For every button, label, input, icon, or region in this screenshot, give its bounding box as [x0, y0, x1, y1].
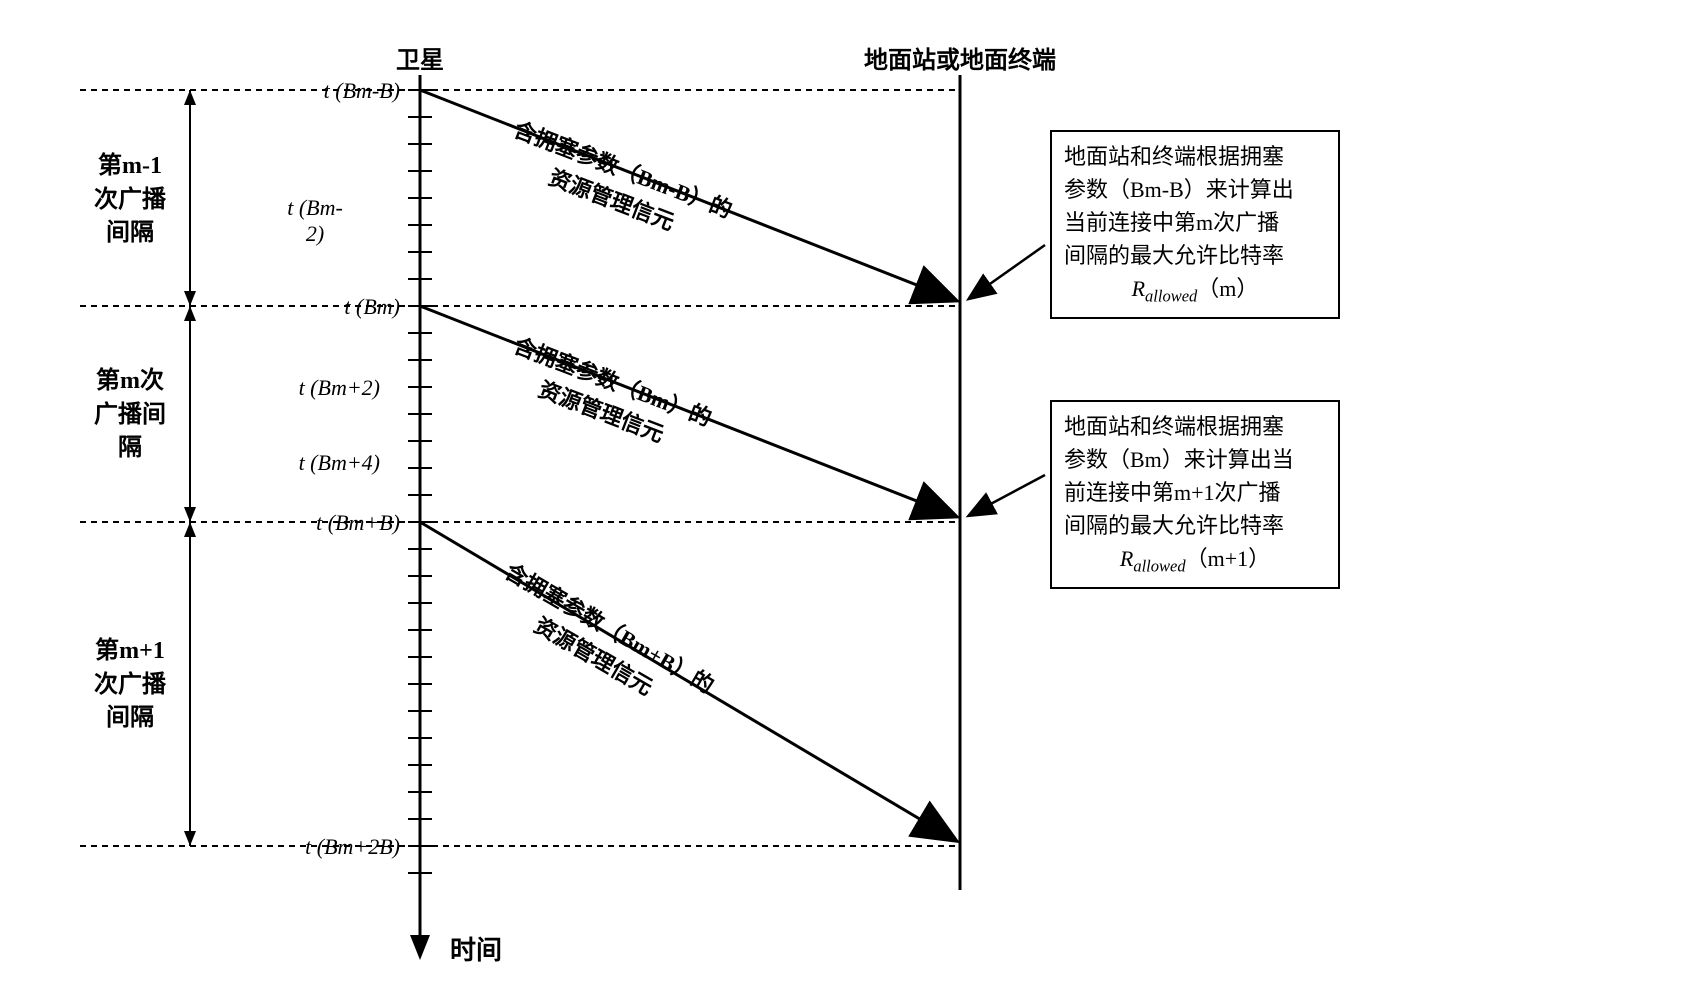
label-text: 次广播	[94, 187, 166, 213]
box-text: 当前连接中第m次广播	[1064, 210, 1279, 235]
label-text: t (Bm-	[287, 195, 343, 220]
box-text: 参数（Bm-B）来计算出	[1064, 177, 1294, 202]
label-text: 间隔	[106, 705, 154, 731]
diagram-svg	[20, 20, 1664, 964]
box-r: R	[1120, 546, 1133, 571]
box-sub: allowed	[1133, 556, 1185, 575]
time-label: 时间	[450, 930, 502, 967]
t-bm: t (Bm)	[260, 294, 400, 320]
box-r: R	[1132, 276, 1145, 301]
label-text: 广播间	[94, 402, 166, 428]
t-bm-minus-b: t (Bm-B)	[260, 78, 400, 104]
info-box-1: 地面站和终端根据拥塞 参数（Bm-B）来计算出 当前连接中第m次广播 间隔的最大…	[1050, 130, 1340, 319]
box-text: 地面站和终端根据拥塞	[1064, 414, 1284, 439]
label-text: 2)	[306, 221, 324, 246]
box-text: 间隔的最大允许比特率	[1064, 243, 1284, 268]
t-bm-plus-2: t (Bm+2)	[240, 375, 380, 401]
timing-diagram: 卫星 地面站或地面终端	[20, 20, 1664, 964]
box-arg: （m+1）	[1186, 546, 1271, 571]
box-text: 参数（Bm）来计算出当	[1064, 447, 1294, 472]
box-sub: allowed	[1145, 286, 1197, 305]
label-text: 次广播	[94, 672, 166, 698]
interval-m-plus-1: 第m+1 次广播 间隔	[80, 635, 180, 736]
info-box-2: 地面站和终端根据拥塞 参数（Bm）来计算出当 前连接中第m+1次广播 间隔的最大…	[1050, 400, 1340, 589]
box-text: 地面站和终端根据拥塞	[1064, 144, 1284, 169]
box-text: 前连接中第m+1次广播	[1064, 480, 1281, 505]
box-arg: （m）	[1197, 276, 1258, 301]
label-text: 间隔	[106, 220, 154, 246]
box-text: 间隔的最大允许比特率	[1064, 513, 1284, 538]
t-bm-plus-4: t (Bm+4)	[240, 450, 380, 476]
interval-m-minus-1: 第m-1 次广播 间隔	[80, 150, 180, 251]
label-text: 第m+1	[95, 638, 165, 664]
t-bm-plus-b: t (Bm+B)	[250, 510, 400, 536]
label-text: 第m次	[96, 368, 164, 394]
label-text: 第m-1	[98, 153, 162, 179]
t-bm-minus-2: t (Bm- 2)	[260, 195, 370, 247]
t-bm-plus-2b: t (Bm+2B)	[245, 834, 400, 860]
interval-m: 第m次 广播间 隔	[80, 365, 180, 466]
label-text: 隔	[118, 435, 142, 461]
